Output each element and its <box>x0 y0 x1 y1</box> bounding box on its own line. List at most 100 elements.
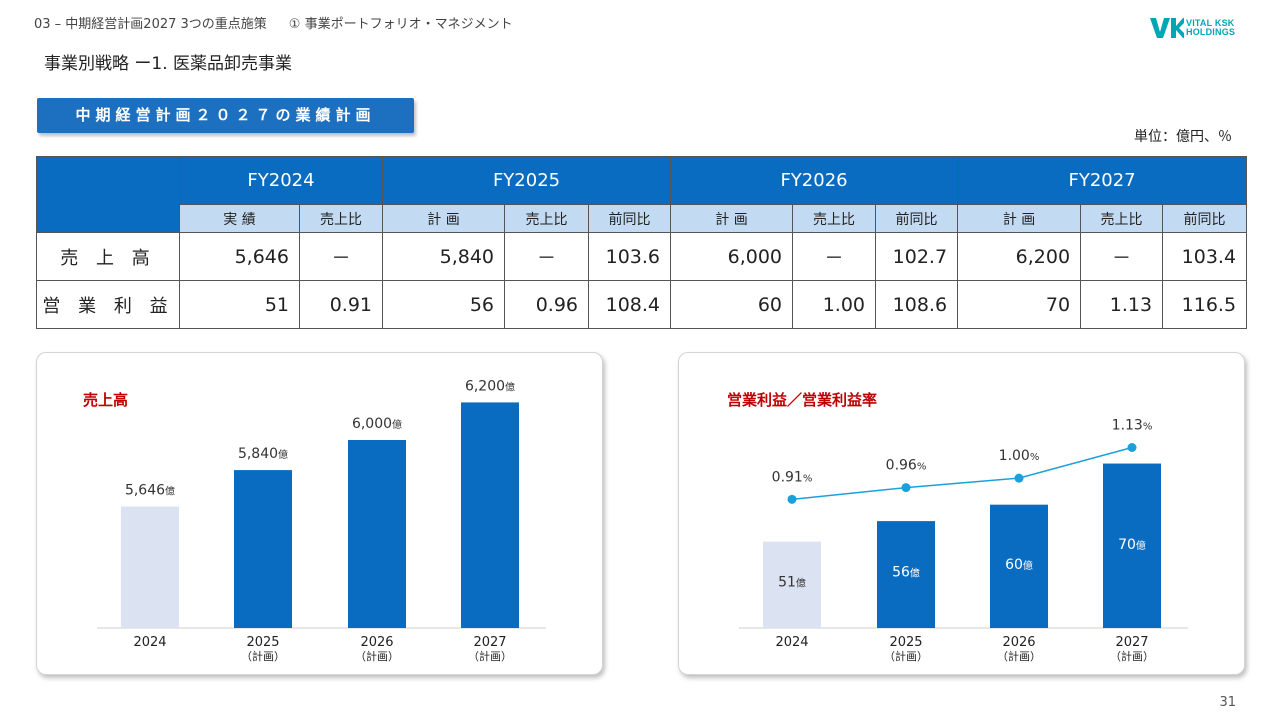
subheader-cell: 計 画 <box>957 204 1082 233</box>
profit-bar <box>877 521 935 628</box>
sales-value-label: 6,000億 <box>352 416 402 432</box>
table-cell: － <box>298 232 384 281</box>
x-tick-note: （計画） <box>884 649 928 663</box>
breadcrumb-main: 03 – 中期経営計画2027 3つの重点施策 <box>34 17 267 32</box>
x-tick-label: 2025 <box>246 635 279 650</box>
sales-bar <box>348 440 406 628</box>
sales-value-label: 5,646億 <box>125 483 175 499</box>
table-cell: 6,200 <box>957 232 1082 281</box>
x-tick-label: 2027 <box>1115 635 1148 650</box>
table-cell: 70 <box>957 280 1082 329</box>
logo-mark-icon <box>1150 18 1184 38</box>
logo-line1: VITAL KSK <box>1186 18 1235 28</box>
sales-value-label: 6,200億 <box>465 378 515 394</box>
table-cell: 108.6 <box>875 280 959 329</box>
table-cell: 5,646 <box>179 232 300 281</box>
x-tick-label: 2025 <box>889 635 922 650</box>
subheader-cell: 前同比 <box>588 204 672 233</box>
subheader-cell: 実 績 <box>179 204 300 233</box>
table-corner-cell <box>36 156 180 233</box>
x-tick-note: （計画） <box>241 649 285 663</box>
table-row-sales: 売 上 高 5,646 － 5,840 － 103.6 6,000 － 102.… <box>36 232 1248 281</box>
table-cell: － <box>504 232 590 281</box>
year-header: FY2027 <box>957 156 1248 205</box>
profit-value-label: 70億 <box>1118 537 1146 553</box>
subheader-cell: 売上比 <box>792 204 877 233</box>
sales-chart-panel: 売上高 2024 2025 （計画） 2026 （計画） 2027 （計画） 5,646億 5,… <box>36 352 603 675</box>
sales-chart-title: 売上高 <box>83 391 129 409</box>
table-cell: 1.00 <box>792 280 877 329</box>
page-number: 31 <box>1219 695 1236 710</box>
margin-value-label: 0.96% <box>886 458 927 474</box>
table-cell: － <box>1080 232 1164 281</box>
logo-text: VITAL KSK HOLDINGS <box>1186 19 1235 37</box>
table-cell: 103.6 <box>588 232 672 281</box>
margin-line <box>791 446 1133 501</box>
subheader-cell: 売上比 <box>298 204 384 233</box>
profit-chart-title: 営業利益／営業利益率 <box>727 391 878 409</box>
x-tick-label: 2026 <box>1002 635 1035 650</box>
x-tick-note: （計画） <box>1110 649 1154 663</box>
profit-value-label: 60億 <box>1005 557 1033 573</box>
subheader-cell: 計 画 <box>670 204 794 233</box>
profit-value-label: 51億 <box>778 575 806 591</box>
table-cell: 116.5 <box>1162 280 1248 329</box>
company-logo: VITAL KSK HOLDINGS <box>1150 18 1248 38</box>
unit-label: 単位：億円、％ <box>1134 129 1232 145</box>
x-tick-label: 2027 <box>473 635 506 650</box>
plan-table: FY2024 FY2025 FY2026 FY2027 実 績 売上比 計 画 … <box>36 156 1248 329</box>
table-header-subcolumns: 実 績 売上比 計 画 売上比 前同比 計 画 売上比 前同比 計 画 売上比 … <box>37 204 1248 233</box>
x-tick-note: （計画） <box>355 649 399 663</box>
table-row-operating-profit: 営 業 利 益 51 0.91 56 0.96 108.4 60 1.00 10… <box>36 280 1248 329</box>
table-cell: － <box>792 232 877 281</box>
profit-bar <box>763 541 821 628</box>
table-cell: 60 <box>670 280 794 329</box>
profit-bar <box>1103 463 1161 628</box>
profit-chart: 2024 2025（計画）2026（計画）2027（計画）51億56億60億70億… <box>739 418 1188 663</box>
year-header: FY2026 <box>670 156 959 205</box>
section-banner: 中期経営計画２０２７の業績計画 <box>37 98 414 133</box>
logo-line2: HOLDINGS <box>1186 27 1236 37</box>
subheader-cell: 売上比 <box>1080 204 1164 233</box>
table-cell: 56 <box>382 280 506 329</box>
x-tick-label: 2024 <box>133 635 166 650</box>
profit-chart-panel: 営業利益／営業利益率 2024 2025 （計画） 2026 （計画） 2027 （計画） 5… <box>678 352 1245 675</box>
margin-point <box>1014 473 1024 483</box>
margin-point <box>1127 443 1137 452</box>
table-header-years: FY2024 FY2025 FY2026 FY2027 <box>36 156 1248 233</box>
sales-chart: 2024 2025（計画）2026（計画）2027（計画）5,646億5,840億… <box>97 378 546 663</box>
subheader-cell: 前同比 <box>1162 204 1248 233</box>
sales-bar <box>234 470 292 628</box>
margin-value-label: 0.91% <box>772 469 813 485</box>
sales-bar <box>461 402 519 628</box>
year-header: FY2024 <box>178 156 384 205</box>
table-cell: 0.91 <box>298 280 384 329</box>
year-header: FY2025 <box>382 156 672 205</box>
table-cell: 5,840 <box>382 232 506 281</box>
page-title: 事業別戦略 ー1. 医薬品卸売事業 <box>44 54 293 74</box>
table-cell: 6,000 <box>670 232 794 281</box>
sales-bar <box>121 506 179 628</box>
breadcrumb: 03 – 中期経営計画2027 3つの重点施策 ① 事業ポートフォリオ・マネジメン… <box>34 13 513 32</box>
subheader-cell: 前同比 <box>875 204 959 233</box>
table-cell: 102.7 <box>875 232 959 281</box>
margin-point <box>787 494 797 504</box>
table-cell: 103.4 <box>1162 232 1248 281</box>
x-tick-label: 2024 <box>775 635 808 650</box>
breadcrumb-sub: ① 事業ポートフォリオ・マネジメント <box>288 17 513 32</box>
subheader-cell: 計 画 <box>382 204 506 233</box>
table-cell: 1.13 <box>1080 280 1164 329</box>
margin-value-label: 1.13% <box>1112 418 1153 434</box>
x-tick-note: （計画） <box>468 649 512 663</box>
margin-value-label: 1.00% <box>999 448 1040 464</box>
table-cell: 108.4 <box>588 280 672 329</box>
table-cell: 51 <box>179 280 300 329</box>
profit-bar <box>990 504 1048 628</box>
subheader-cell: 売上比 <box>504 204 590 233</box>
sales-value-label: 5,840億 <box>238 446 288 462</box>
margin-point <box>901 483 911 493</box>
row-label-operating-profit: 営 業 利 益 <box>36 280 180 329</box>
row-label-sales: 売 上 高 <box>36 232 180 281</box>
profit-value-label: 56億 <box>892 565 920 581</box>
x-tick-label: 2026 <box>360 635 393 650</box>
